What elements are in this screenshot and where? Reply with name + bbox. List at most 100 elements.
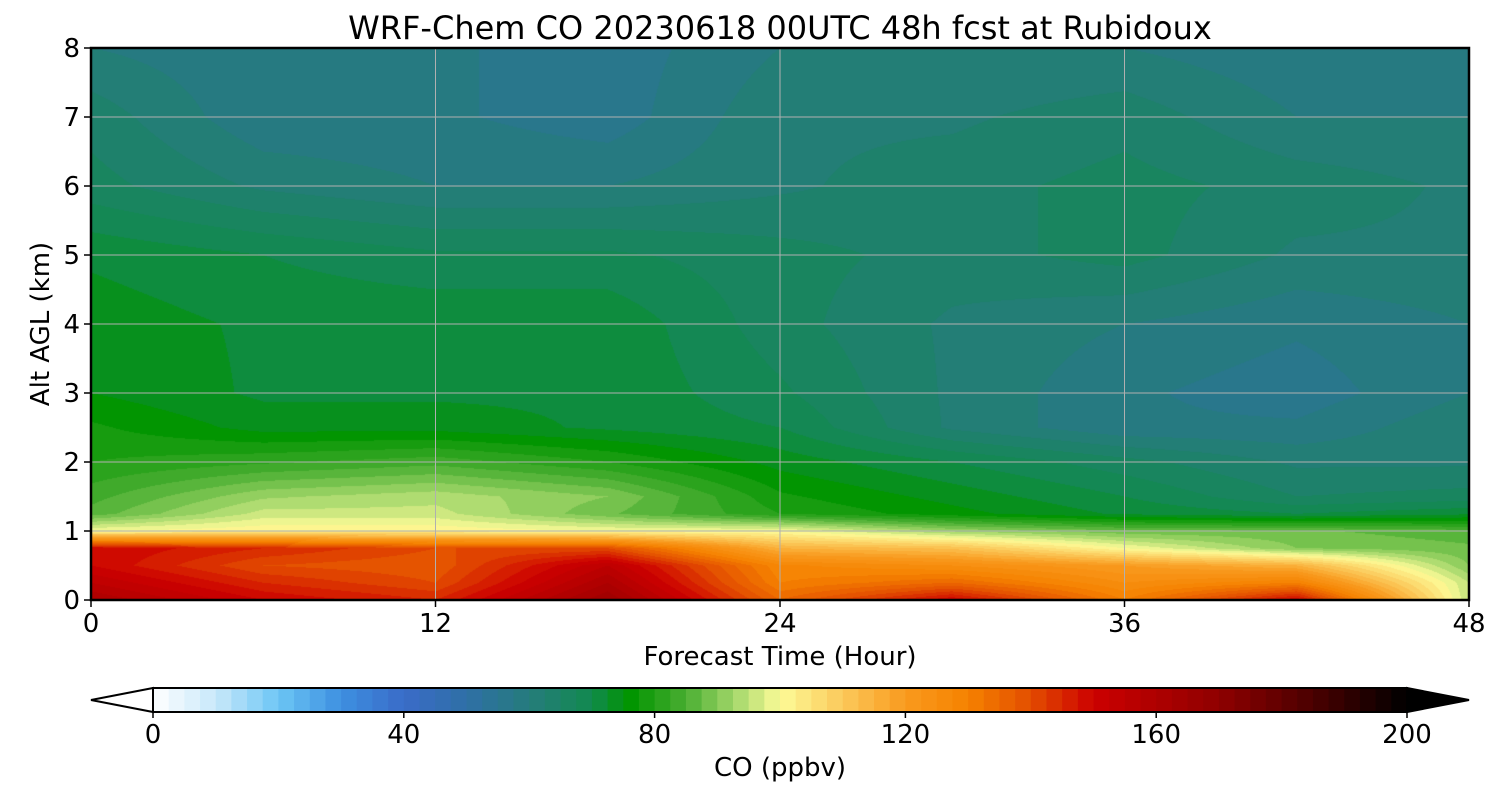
colorbar-swatch <box>513 688 530 712</box>
colorbar-swatch <box>874 688 891 712</box>
chart-title: WRF-Chem CO 20230618 00UTC 48h fcst at R… <box>348 9 1212 47</box>
y-tick-label: 2 <box>63 448 80 478</box>
colorbar-swatch <box>576 688 593 712</box>
colorbar-swatch <box>1218 688 1236 712</box>
colorbar-swatch <box>309 688 327 712</box>
colorbar-swatch <box>1109 688 1126 712</box>
colorbar-swatch <box>200 688 217 712</box>
colorbar-swatch <box>921 688 938 712</box>
colorbar-blocks <box>153 688 1408 712</box>
colorbar: 0 40 80 120 160 200 CO (ppbv) <box>90 686 1470 783</box>
colorbar-swatch <box>1250 688 1267 712</box>
colorbar-swatch <box>591 688 609 712</box>
y-tick-label: 7 <box>63 103 80 133</box>
colorbar-swatch <box>717 688 734 712</box>
y-tick-label: 4 <box>63 310 80 340</box>
colorbar-swatch <box>1156 688 1173 712</box>
colorbar-swatch <box>623 688 640 712</box>
colorbar-swatch <box>983 688 1001 712</box>
colorbar-swatch <box>403 688 421 712</box>
colorbar-tick-label: 0 <box>145 720 162 750</box>
y-tick-label: 8 <box>63 34 80 64</box>
colorbar-swatch <box>294 688 311 712</box>
colorbar-swatch <box>1391 688 1408 712</box>
x-axis-label: Forecast Time (Hour) <box>643 642 916 672</box>
colorbar-swatch <box>827 688 844 712</box>
colorbar-min-extend <box>90 686 154 714</box>
colorbar-swatch <box>1077 688 1095 712</box>
colorbar-tick-label: 200 <box>1382 720 1432 750</box>
y-tick-label: 5 <box>63 241 80 271</box>
colorbar-swatch <box>811 688 828 712</box>
colorbar-swatch <box>529 688 546 712</box>
colorbar-swatch <box>1297 688 1314 712</box>
y-tick-label: 3 <box>63 379 80 409</box>
colorbar-swatch <box>889 688 907 712</box>
x-tick-label: 48 <box>1452 609 1485 639</box>
colorbar-swatch <box>1093 688 1110 712</box>
colorbar-swatch <box>482 688 499 712</box>
colorbar-swatch <box>1203 688 1220 712</box>
colorbar-swatch <box>184 688 201 712</box>
colorbar-label: CO (ppbv) <box>714 753 846 783</box>
colorbar-tick-label: 120 <box>881 720 931 750</box>
colorbar-swatch <box>842 688 859 712</box>
colorbar-swatch <box>952 688 969 712</box>
colorbar-swatch <box>780 688 797 712</box>
colorbar-swatch <box>685 688 703 712</box>
colorbar-swatch <box>748 688 765 712</box>
colorbar-swatch <box>858 688 875 712</box>
colorbar-ticks: 0 40 80 120 160 200 <box>145 712 1432 750</box>
x-tick-label: 36 <box>1108 609 1141 639</box>
plot-area <box>89 46 1471 602</box>
x-tick-label: 0 <box>83 609 100 639</box>
colorbar-swatch <box>450 688 468 712</box>
colorbar-swatch <box>497 688 515 712</box>
colorbar-tick-label: 80 <box>638 720 671 750</box>
colorbar-swatch <box>560 688 577 712</box>
x-axis: 0 12 24 36 48 <box>83 600 1486 639</box>
colorbar-swatch <box>262 688 280 712</box>
colorbar-swatch <box>670 688 687 712</box>
colorbar-tick-label: 40 <box>387 720 420 750</box>
colorbar-swatch <box>435 688 452 712</box>
colorbar-swatch <box>388 688 405 712</box>
colorbar-frame <box>152 687 1408 713</box>
colorbar-swatch <box>638 688 656 712</box>
y-tick-label: 0 <box>63 586 80 616</box>
colorbar-swatch <box>968 688 985 712</box>
colorbar-swatch <box>1328 688 1345 712</box>
x-tick-label: 12 <box>419 609 452 639</box>
y-axis-label: Alt AGL (km) <box>26 242 56 406</box>
colorbar-swatch <box>372 688 389 712</box>
colorbar-max-extend <box>1406 686 1470 714</box>
colorbar-swatch <box>1030 688 1048 712</box>
colorbar-swatch <box>1140 688 1157 712</box>
colorbar-swatch <box>607 688 624 712</box>
colorbar-swatch <box>325 688 342 712</box>
colorbar-swatch <box>1015 688 1032 712</box>
colorbar-swatch <box>1344 688 1361 712</box>
colorbar-swatch <box>247 688 264 712</box>
colorbar-tick-label: 160 <box>1131 720 1181 750</box>
colorbar-swatch <box>1062 688 1079 712</box>
colorbar-swatch <box>231 688 248 712</box>
y-axis: 0 1 2 3 4 5 6 7 8 <box>63 34 91 616</box>
colorbar-swatch <box>764 688 781 712</box>
colorbar-swatch <box>215 688 232 712</box>
colorbar-swatch <box>544 688 562 712</box>
colorbar-swatch <box>795 688 812 712</box>
colorbar-swatch <box>466 688 483 712</box>
colorbar-swatch <box>356 688 374 712</box>
x-tick-label: 24 <box>763 609 796 639</box>
colorbar-swatch <box>1265 688 1283 712</box>
colorbar-swatch <box>341 688 358 712</box>
colorbar-swatch <box>1187 688 1204 712</box>
colorbar-swatch <box>419 688 436 712</box>
colorbar-swatch <box>1312 688 1330 712</box>
colorbar-swatch <box>999 688 1016 712</box>
colorbar-swatch <box>168 688 185 712</box>
colorbar-swatch <box>1171 688 1189 712</box>
colorbar-swatch <box>654 688 671 712</box>
colorbar-swatch <box>936 688 954 712</box>
